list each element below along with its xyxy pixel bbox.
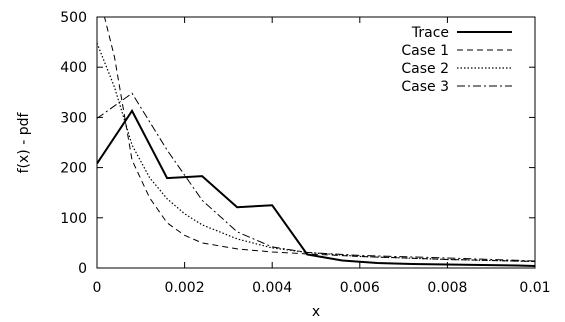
y-axis-label: f(x) - pdf: [16, 112, 32, 174]
legend-label: Case 2: [401, 61, 449, 77]
y-tick-label: 200: [60, 161, 87, 177]
series-line-case-1: [103, 17, 535, 262]
legend: Trace Case 1 Case 2 Case 3: [401, 25, 512, 95]
x-tick-label: 0: [93, 280, 102, 296]
x-tick-label: 0.008: [427, 280, 467, 296]
series-line-case-3: [97, 92, 535, 262]
legend-label: Case 1: [401, 43, 449, 59]
series-line-trace: [97, 108, 535, 267]
y-tick-label: 100: [60, 211, 87, 227]
y-tick-label: 0: [78, 261, 87, 277]
y-axis-ticks: 0 100 200 300 400 500: [60, 10, 535, 277]
series-clip-group: [97, 17, 535, 267]
x-tick-label: 0.004: [252, 280, 292, 296]
x-axis-label: x: [312, 304, 320, 320]
x-tick-label: 0.01: [519, 280, 550, 296]
series-line-case-2: [97, 42, 535, 263]
y-tick-label: 300: [60, 110, 87, 126]
plot-frame: [96, 16, 536, 269]
y-tick-label: 500: [60, 10, 87, 26]
x-tick-label: 0.002: [165, 280, 205, 296]
series-layer: [97, 17, 535, 267]
y-tick-label: 400: [60, 60, 87, 76]
x-tick-label: 0.006: [340, 280, 380, 296]
plot-border: [96, 16, 536, 269]
x-axis-ticks: 0 0.002 0.004 0.006 0.008 0.01: [93, 17, 551, 296]
legend-label: Case 3: [401, 79, 449, 95]
legend-label: Trace: [411, 25, 449, 41]
